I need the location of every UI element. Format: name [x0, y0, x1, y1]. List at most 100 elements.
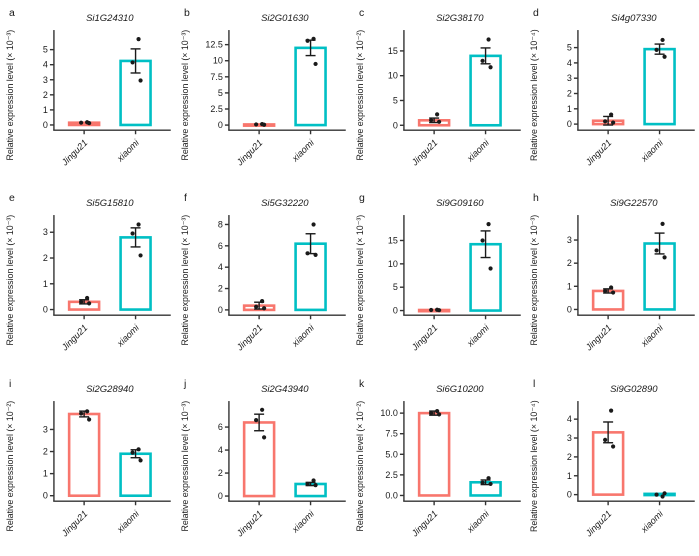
- panel-title: Si5G32220: [261, 198, 309, 209]
- x-tick-label: xiaomi: [289, 137, 316, 164]
- data-point: [305, 481, 310, 486]
- panel-title: Si9G22570: [610, 198, 658, 209]
- chart-svg-h: h Si9G22570 Relative expression level (× 1…: [529, 192, 696, 354]
- data-point: [428, 410, 433, 415]
- panel-letter: d: [533, 7, 539, 19]
- data-point: [603, 289, 608, 294]
- y-tick-label: 2: [43, 446, 48, 456]
- bar-jingu21: [67, 121, 101, 127]
- y-tick-label: 0: [218, 120, 223, 130]
- x-tick-label: xiaomi: [639, 322, 666, 349]
- panel-title: Si4g07330: [611, 13, 657, 24]
- data-point: [253, 417, 258, 422]
- data-point: [313, 253, 318, 258]
- y-tick-label: 2: [567, 88, 572, 98]
- x-tick-label: Jingu21: [583, 138, 613, 169]
- y-tick-label: 5: [567, 43, 572, 53]
- chart-svg-e: e Si5G15810 Relative expression level (× 1…: [5, 192, 171, 354]
- data-point: [253, 304, 258, 310]
- x-tick-label: Jingu21: [409, 138, 439, 169]
- bar-jingu21: [417, 411, 450, 497]
- chart-panel-g: g Si9G09160 Relative expression level (× 1…: [350, 185, 525, 370]
- y-tick-label: 15: [387, 46, 397, 56]
- data-point: [660, 494, 665, 499]
- y-tick-label: 0: [43, 490, 48, 500]
- panel-letter: k: [358, 378, 364, 390]
- data-point: [311, 478, 316, 483]
- y-tick-label: 12.5: [205, 40, 223, 50]
- y-tick-label: 2: [218, 468, 223, 478]
- chart-panel-c: c Si2G38170 Relative expression level (× 1…: [350, 0, 525, 185]
- bar-jingu21: [417, 309, 450, 313]
- data-point: [654, 47, 659, 52]
- y-tick-label: 0: [567, 305, 572, 315]
- x-tick-label: Jingu21: [234, 508, 264, 539]
- chart-panel-l: l Si9G02890 Relative expression level (× 1…: [524, 371, 699, 556]
- x-tick-label: xiaomi: [464, 322, 491, 349]
- chart-panel-e: e Si5G15810 Relative expression level (× 1…: [0, 185, 175, 370]
- data-point: [603, 437, 608, 442]
- y-tick-label: 8: [218, 220, 223, 230]
- y-tick-label: 3: [567, 73, 572, 83]
- bar-xiaomi: [119, 452, 152, 497]
- x-tick-label: xiaomi: [114, 508, 141, 535]
- data-point: [485, 37, 491, 42]
- y-tick-label: 15: [387, 236, 397, 246]
- chart-panel-b: b Si2G01630 Relative expression level (× 1…: [175, 0, 350, 185]
- bar-jingu21: [242, 123, 276, 127]
- y-axis-label: Relative expression level (× 10⁻⁴): [529, 400, 539, 532]
- data-point: [487, 65, 493, 70]
- data-point: [313, 61, 318, 67]
- y-axis-label: Relative expression level (× 10⁻³): [5, 215, 15, 346]
- data-point: [479, 238, 485, 243]
- y-tick-label: 5: [392, 283, 397, 293]
- data-point: [662, 255, 667, 260]
- panel-letter: j: [183, 378, 186, 390]
- data-point: [487, 481, 493, 486]
- panel-letter: b: [184, 7, 190, 19]
- bar-jingu21: [67, 412, 101, 497]
- bar-jingu21: [242, 420, 276, 498]
- y-tick-label: 3: [43, 228, 48, 238]
- data-point: [611, 120, 616, 125]
- data-point: [609, 112, 614, 117]
- y-tick-label: 4: [567, 414, 572, 424]
- data-point: [311, 222, 316, 227]
- data-point: [261, 306, 266, 311]
- data-point: [434, 112, 439, 117]
- y-axis-label: Relative expression level (× 10⁻²): [354, 30, 364, 161]
- y-tick-label: 10.0: [380, 408, 398, 418]
- panel-letter: g: [358, 192, 364, 204]
- data-point: [434, 408, 439, 413]
- y-tick-label: 4: [218, 445, 223, 455]
- x-tick-label: xiaomi: [464, 137, 491, 164]
- data-point: [261, 122, 266, 127]
- panel-letter: f: [184, 192, 187, 204]
- data-point: [79, 300, 84, 305]
- chart-svg-c: c Si2G38170 Relative expression level (× 1…: [354, 7, 521, 169]
- panel-title: Si9G09160: [436, 198, 484, 209]
- x-tick-label: Jingu21: [59, 138, 89, 169]
- y-tick-label: 3: [567, 235, 572, 245]
- panel-title: Si2G28940: [86, 384, 134, 395]
- data-point: [313, 482, 318, 487]
- y-tick-label: 3: [43, 75, 48, 85]
- panel-title: Si6G10200: [436, 384, 484, 395]
- y-tick-label: 0: [392, 120, 397, 130]
- data-point: [654, 492, 659, 497]
- data-point: [611, 444, 616, 449]
- y-axis-label: Relative expression level (× 10⁻²): [354, 400, 364, 531]
- bar-xiaomi: [119, 236, 152, 312]
- data-point: [436, 119, 441, 124]
- panel-title: Si1G24310: [86, 13, 134, 24]
- data-point: [130, 450, 135, 455]
- chart-panel-i: i Si2G28940 Relative expression level (× 1…: [0, 371, 175, 556]
- x-tick-label: xiaomi: [289, 322, 316, 349]
- data-point: [259, 299, 264, 304]
- y-axis-label: Relative expression level (× 10⁻³): [529, 215, 539, 346]
- data-point: [261, 434, 266, 440]
- data-point: [85, 408, 90, 414]
- chart-panel-a: a Si1G24310 Relative expression level (× 1…: [0, 0, 175, 185]
- chart-svg-k: k Si6G10200 Relative expression level (× 1…: [354, 378, 521, 539]
- panel-letter: l: [533, 378, 535, 390]
